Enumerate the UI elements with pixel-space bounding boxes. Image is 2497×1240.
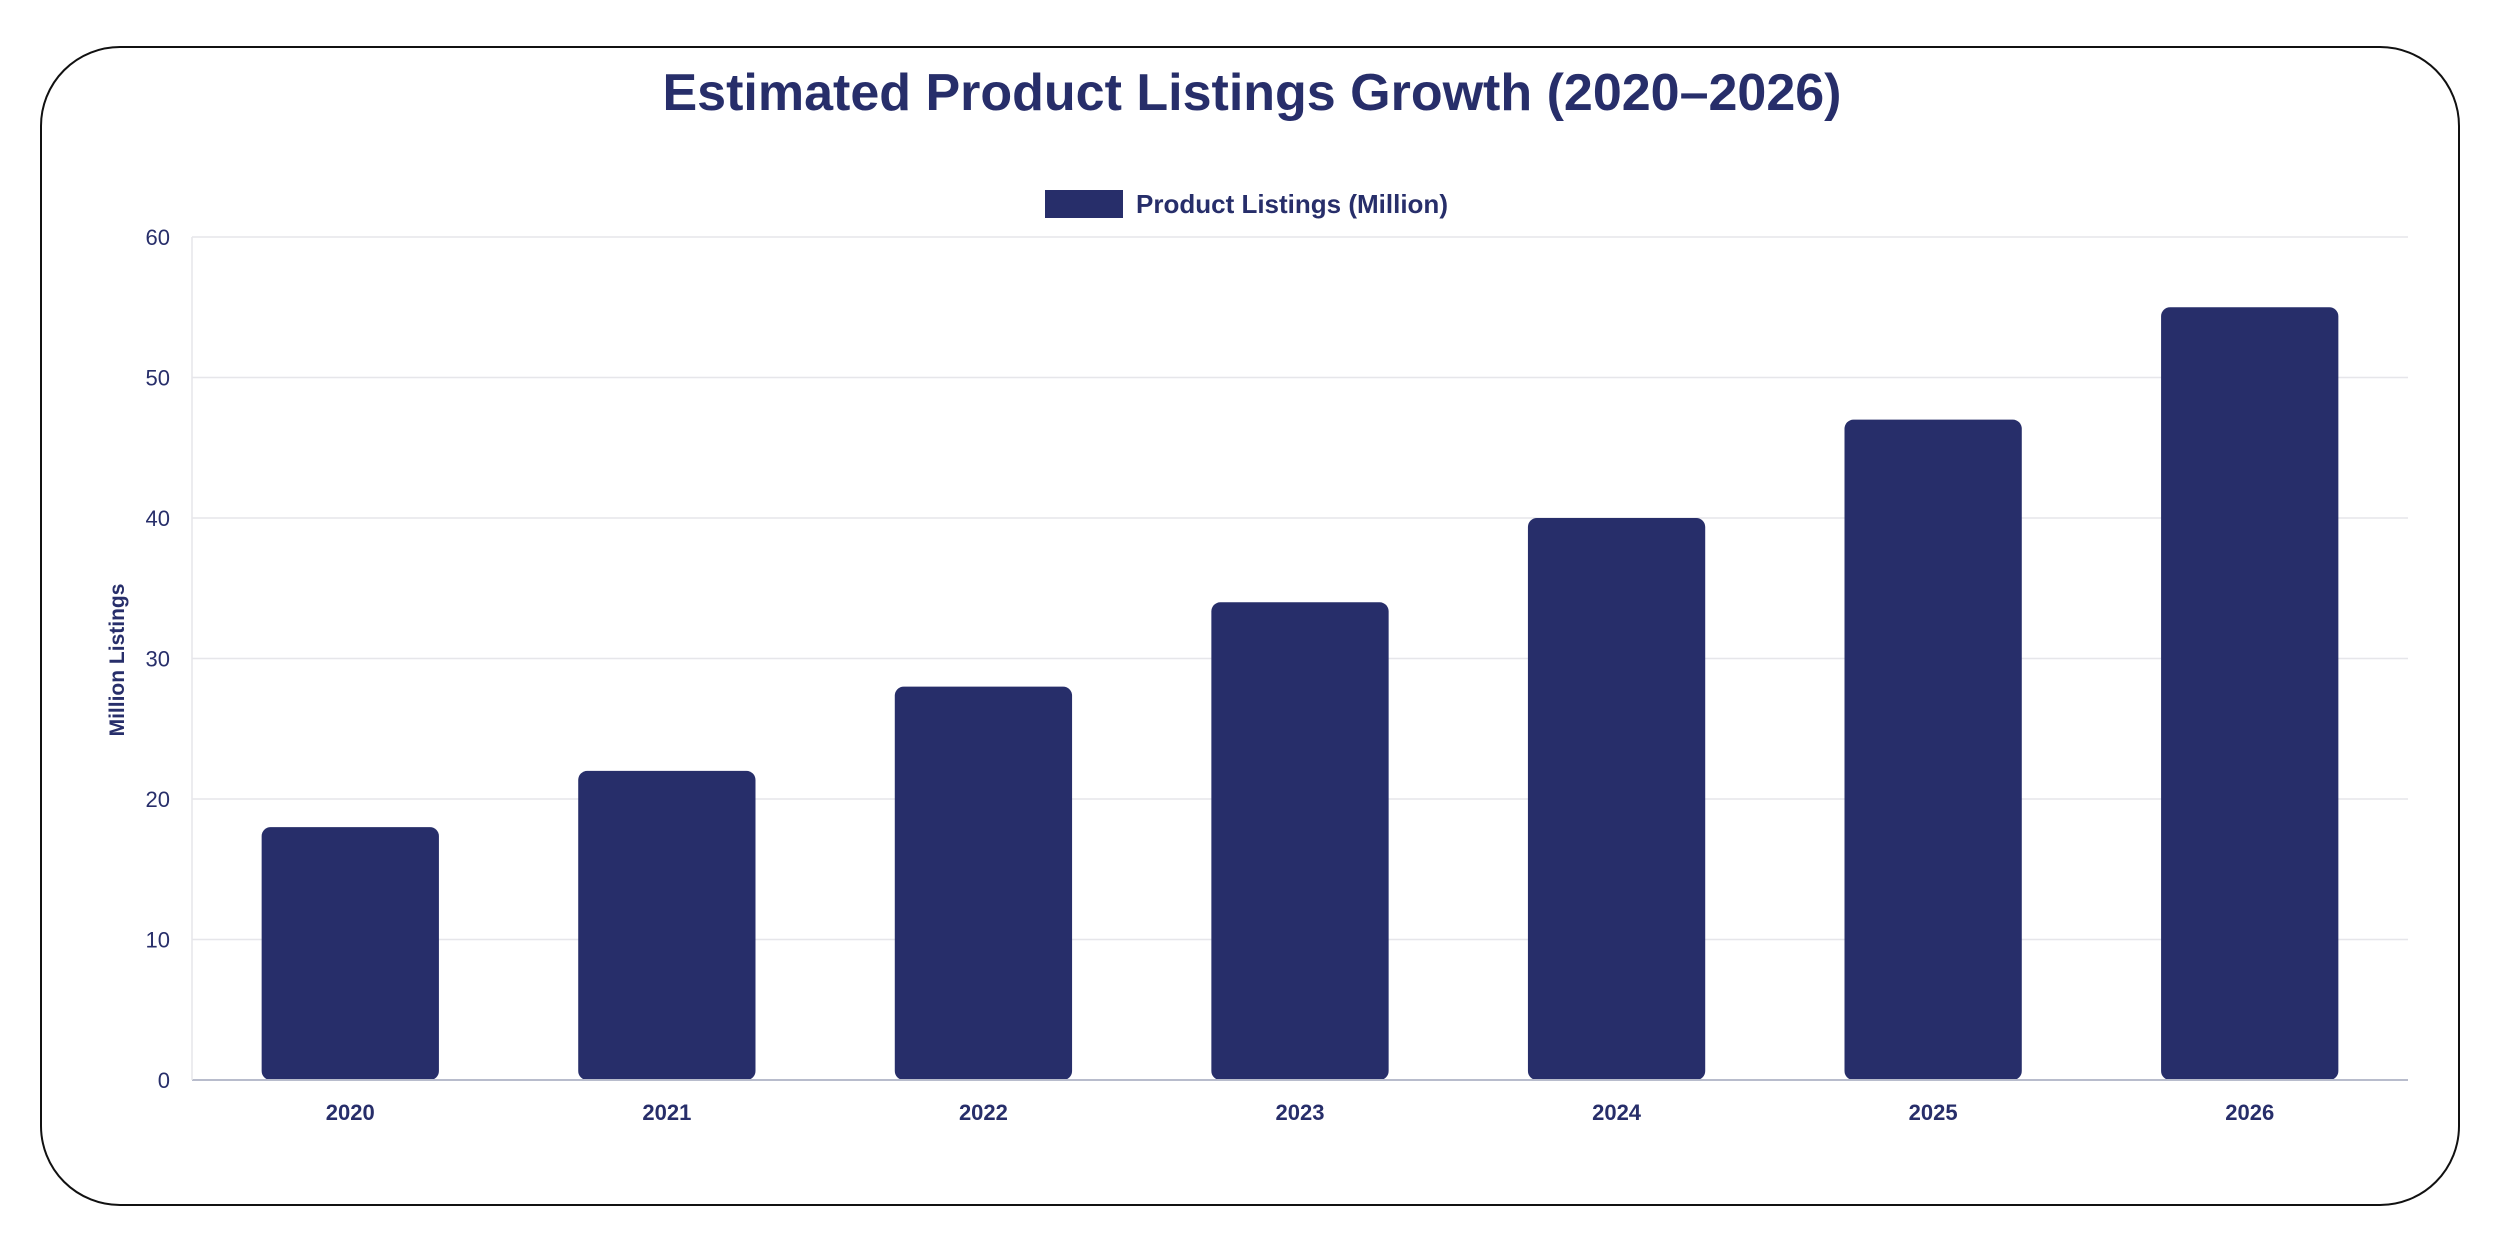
bar-2020 <box>261 827 439 1080</box>
x-tick-label: 2020 <box>326 1100 375 1125</box>
x-tick-label: 2021 <box>642 1100 691 1125</box>
x-axis-ticks: 2020 2021 2022 2023 2024 2025 2026 <box>326 1100 2274 1125</box>
y-tick-label: 40 <box>146 506 170 531</box>
gridlines <box>192 236 2408 941</box>
y-tick-label: 10 <box>146 928 170 953</box>
legend-label: Product Listings (Million) <box>1136 189 1448 219</box>
y-axis-ticks: 0 10 20 30 40 50 60 <box>146 225 170 1093</box>
x-tick-label: 2026 <box>2225 1100 2274 1125</box>
bar-2026 <box>2161 307 2339 1080</box>
bar-2025 <box>1844 419 2022 1080</box>
bar-2021 <box>578 770 756 1080</box>
legend-swatch <box>1045 190 1123 218</box>
legend: Product Listings (Million) <box>1045 189 1448 219</box>
y-tick-label: 50 <box>146 366 170 391</box>
y-axis-title: Million Listings <box>106 584 129 737</box>
y-tick-label: 20 <box>146 787 170 812</box>
x-tick-label: 2023 <box>1276 1100 1325 1125</box>
bars <box>261 307 2339 1080</box>
x-tick-label: 2024 <box>1592 1100 1642 1125</box>
chart-title: Estimated Product Listings Growth (2020–… <box>663 64 1842 122</box>
y-tick-label: 60 <box>146 225 170 250</box>
x-tick-label: 2025 <box>1909 1100 1958 1125</box>
bar-2024 <box>1527 518 1706 1080</box>
x-tick-label: 2022 <box>959 1100 1008 1125</box>
y-tick-label: 30 <box>146 647 170 672</box>
bar-2023 <box>1211 602 1389 1080</box>
y-tick-label: 0 <box>158 1068 170 1093</box>
bar-2022 <box>894 686 1073 1080</box>
